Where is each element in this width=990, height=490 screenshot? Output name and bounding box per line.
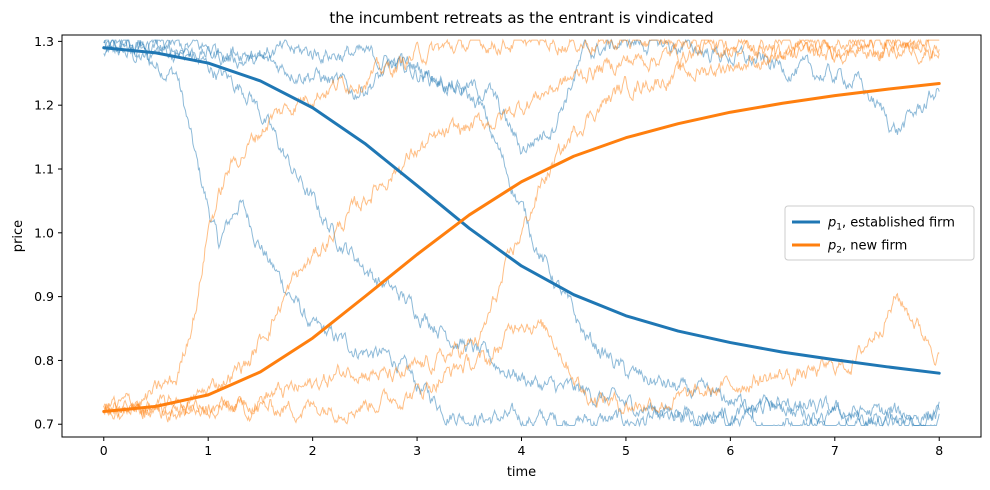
series-line-p2 [102, 82, 941, 413]
x-axis-ticks: 0 1 2 3 4 5 6 7 8 [100, 437, 943, 458]
y-tick-label: 0.7 [34, 417, 54, 432]
legend-label-p1-sub: 1 [836, 223, 842, 233]
legend: p1, established firm p2, new firm [784, 205, 975, 261]
series-line-p1 [102, 46, 941, 375]
y-tick-label: 0.9 [34, 289, 54, 304]
y-axis-label: price [11, 220, 26, 252]
x-tick-label: 6 [726, 443, 734, 458]
x-axis-label: time [507, 465, 536, 480]
sample-paths [103, 38, 940, 428]
x-tick-label: 5 [622, 443, 630, 458]
sample-path-2 [103, 39, 940, 426]
sample-path-4 [103, 38, 940, 417]
chart-title: the incumbent retreats as the entrant is… [329, 9, 713, 27]
sample-path-1 [103, 38, 940, 427]
mean-lines [102, 46, 941, 413]
legend-label-p1: p1, established firm [827, 216, 955, 233]
x-tick-label: 0 [100, 443, 108, 458]
x-tick-label: 3 [413, 443, 421, 458]
legend-label-p2-var: p [827, 239, 836, 254]
x-tick-label: 2 [309, 443, 317, 458]
y-tick-label: 1.3 [34, 34, 54, 49]
x-tick-label: 1 [204, 443, 212, 458]
legend-label-p1-var: p [827, 216, 836, 231]
y-axis-ticks: 0.7 0.8 0.9 1.0 1.1 1.2 1.3 [34, 34, 62, 432]
legend-label-p2: p2, new firm [827, 239, 907, 256]
legend-label-p2-rest: , new firm [842, 239, 907, 254]
sample-path-0 [103, 39, 940, 428]
y-tick-label: 1.0 [34, 225, 54, 240]
x-tick-label: 7 [831, 443, 839, 458]
y-tick-label: 0.8 [34, 353, 54, 368]
legend-label-p2-sub: 2 [836, 246, 842, 256]
legend-box [784, 205, 975, 261]
sample-path-5 [103, 38, 940, 421]
y-tick-label: 1.1 [34, 162, 54, 177]
legend-label-p1-rest: , established firm [842, 216, 955, 231]
x-tick-label: 8 [935, 443, 943, 458]
sample-path-7 [103, 292, 940, 425]
sample-path-3 [103, 38, 940, 155]
x-tick-label: 4 [518, 443, 526, 458]
y-tick-label: 1.2 [34, 98, 54, 113]
